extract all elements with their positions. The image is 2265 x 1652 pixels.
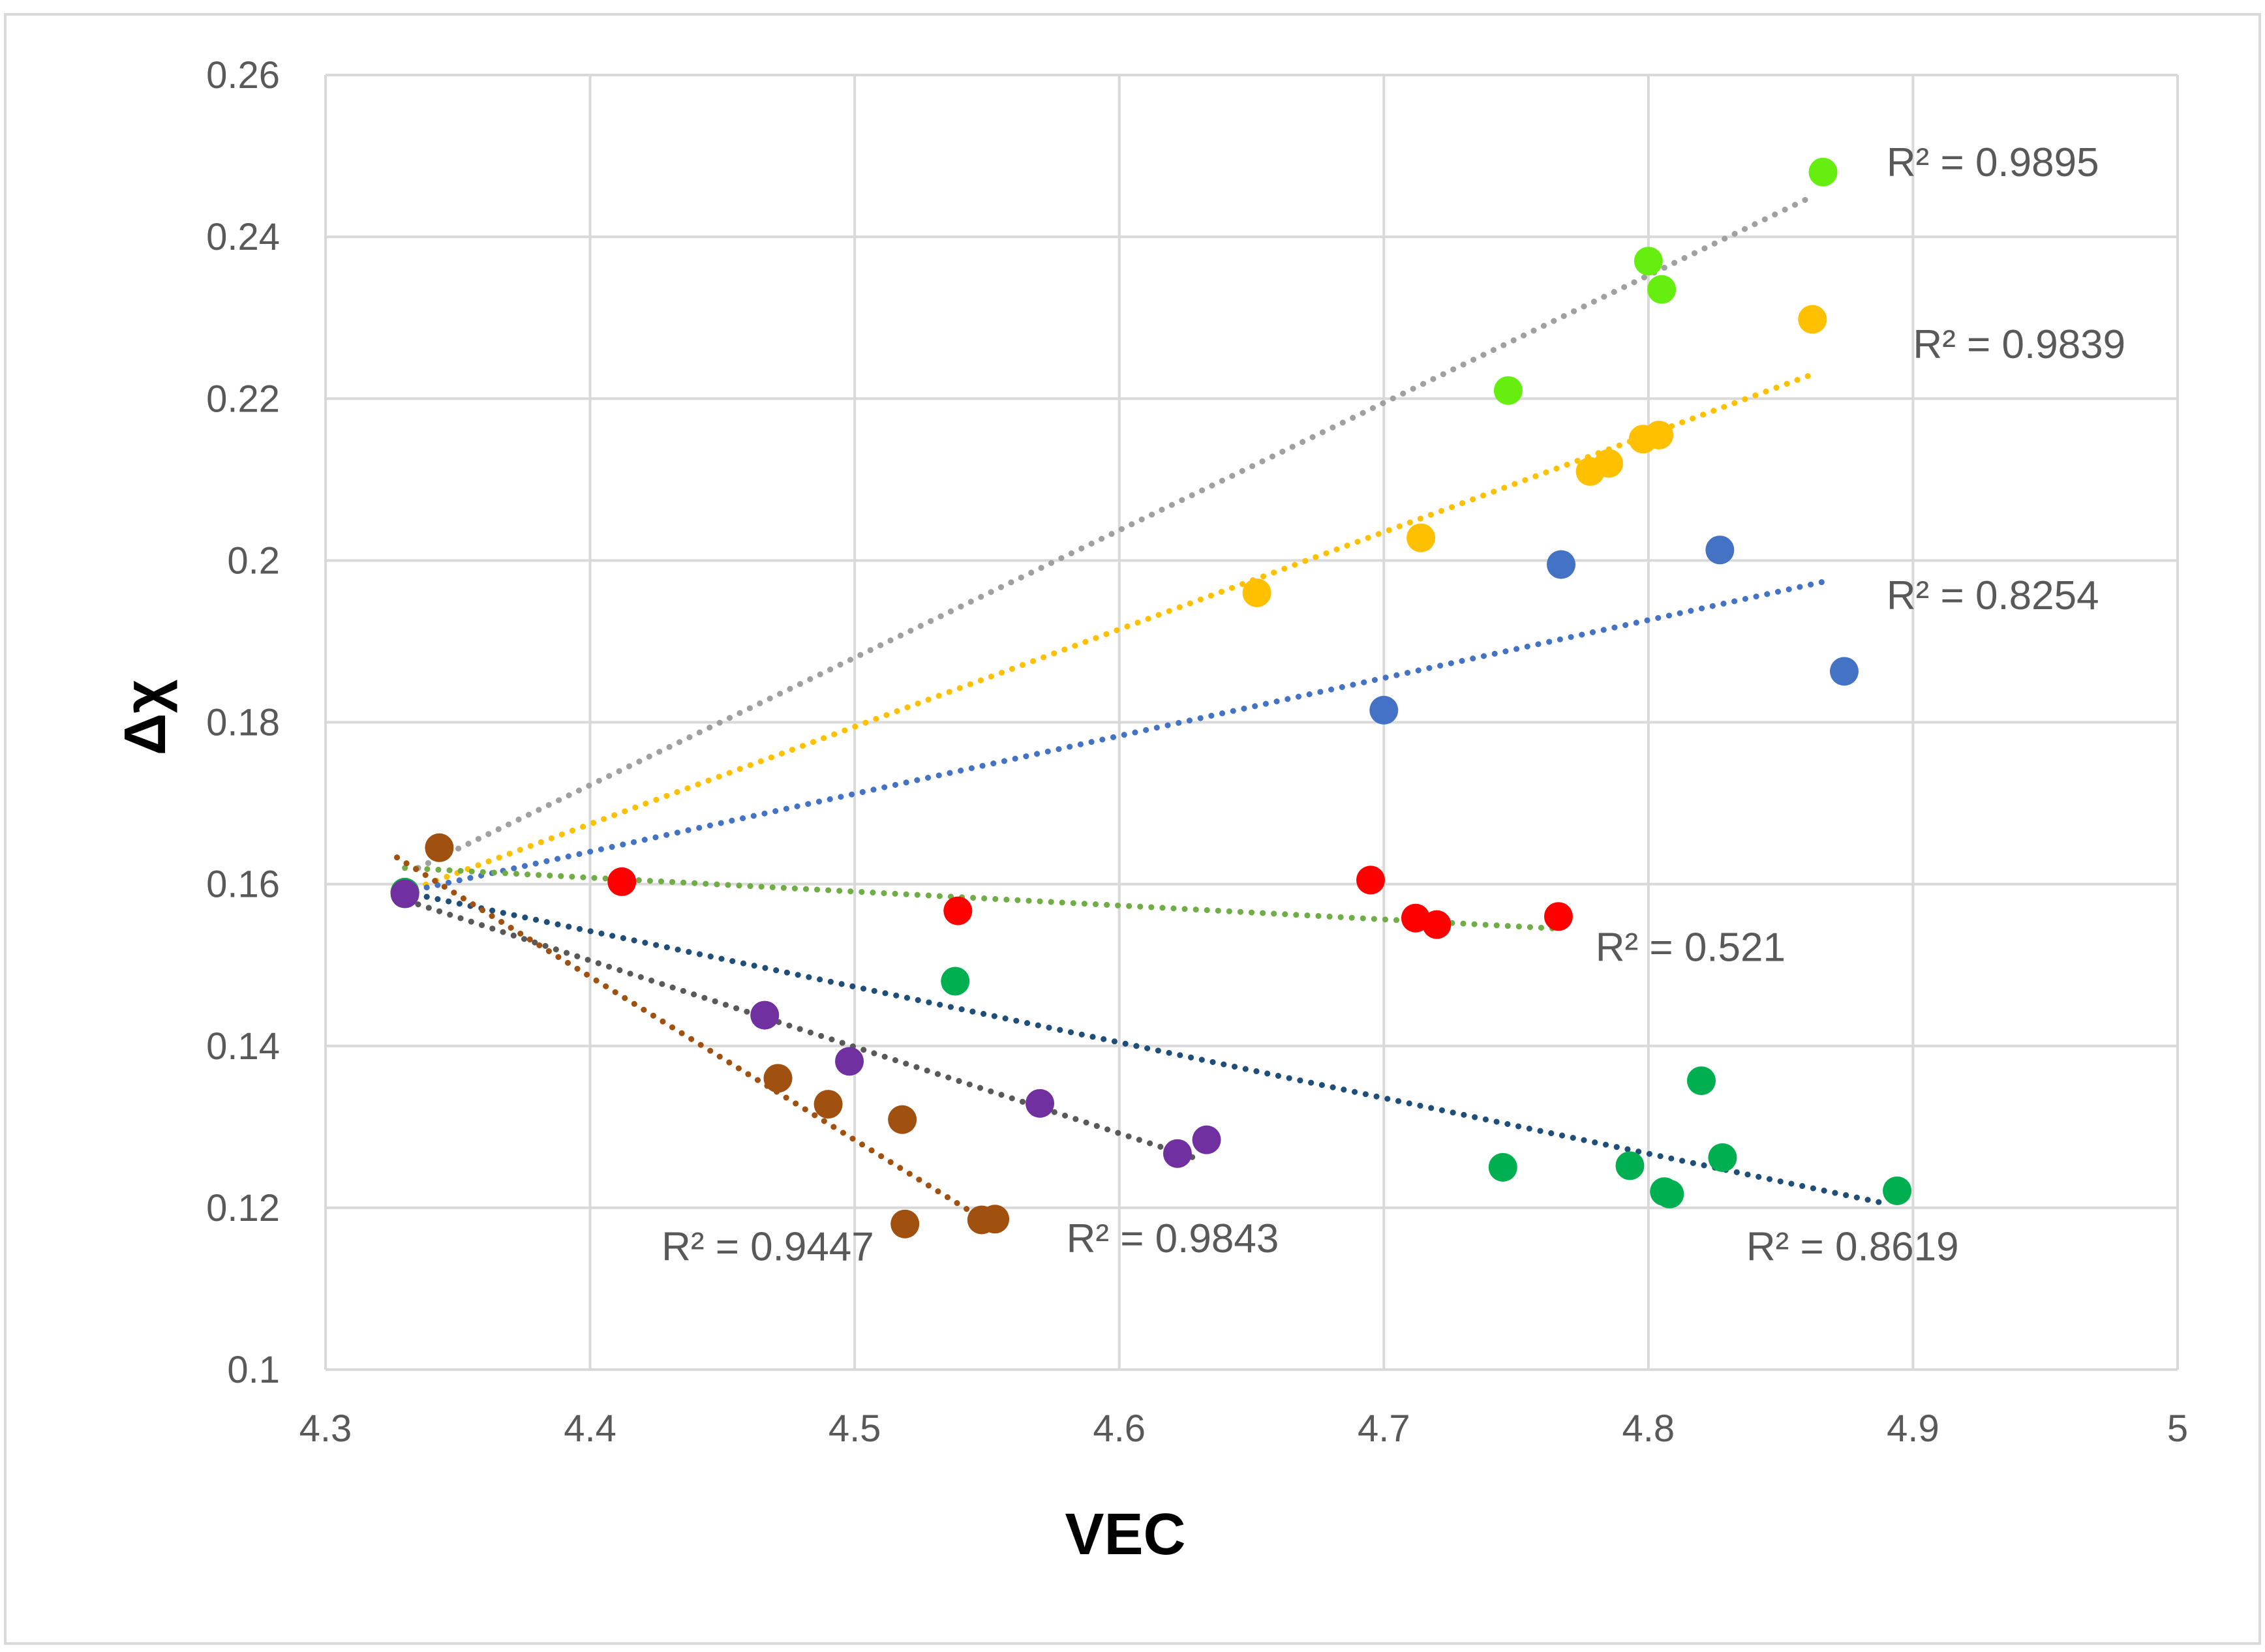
data-point	[1829, 657, 1859, 686]
data-point	[1594, 449, 1624, 478]
data-point	[1798, 305, 1827, 334]
r2-label-5: R² = 0.9843	[1067, 1216, 1279, 1261]
data-point	[390, 879, 419, 909]
data-point	[763, 1064, 793, 1093]
trendline-4	[402, 889, 1890, 1207]
trendline-1	[402, 371, 1816, 895]
y-tick-label: 0.18	[206, 702, 280, 744]
data-point	[1422, 910, 1452, 939]
data-point	[750, 1000, 780, 1030]
x-tick-label: 5	[2167, 1407, 2188, 1450]
axis-ticks: 4.3 4.4 4.5 4.6 4.7 4.8 4.9 5 0.1 0.12 0.14 0.16 0.1…	[206, 54, 2188, 1450]
trendlines	[394, 193, 1890, 1223]
x-tick-label: 4.4	[564, 1407, 616, 1450]
data-points	[390, 157, 1912, 1239]
data-point	[425, 833, 454, 862]
data-point	[943, 896, 973, 925]
r2-label-2: R² = 0.8254	[1887, 573, 2099, 618]
data-point	[1493, 376, 1523, 405]
x-tick-label: 4.9	[1887, 1407, 1939, 1450]
data-point	[890, 1209, 920, 1239]
r2-label-6: R² = 0.9447	[661, 1225, 874, 1270]
r2-labels: R² = 0.9895 R² = 0.9839 R² = 0.8254 R² = 0.…	[661, 140, 2125, 1269]
data-point	[1615, 1151, 1645, 1180]
y-tick-label: 0.14	[206, 1025, 280, 1068]
x-tick-label: 4.5	[828, 1407, 881, 1450]
data-point	[813, 1090, 843, 1119]
y-tick-label: 0.24	[206, 216, 280, 258]
data-point	[1686, 1066, 1716, 1096]
x-tick-label: 4.7	[1358, 1407, 1410, 1450]
data-point	[941, 967, 970, 996]
y-axis-title: Δχ	[113, 680, 178, 756]
data-point	[1488, 1152, 1517, 1182]
data-point	[1369, 695, 1399, 725]
data-point	[1705, 535, 1735, 565]
data-point	[1647, 275, 1677, 304]
data-point	[1808, 157, 1838, 187]
trendline-0	[415, 193, 1816, 871]
y-tick-label: 0.22	[206, 378, 280, 420]
data-point	[1634, 247, 1663, 276]
r2-label-3: R² = 0.521	[1596, 925, 1786, 970]
y-tick-label: 0.2	[227, 539, 280, 582]
data-point	[1026, 1089, 1055, 1118]
x-tick-label: 4.3	[299, 1407, 352, 1450]
data-point	[1883, 1176, 1912, 1205]
data-point	[1192, 1125, 1221, 1154]
y-tick-label: 0.12	[206, 1187, 280, 1229]
data-point	[1708, 1143, 1737, 1172]
r2-label-1: R² = 0.9839	[1913, 322, 2125, 367]
x-tick-label: 4.8	[1622, 1407, 1675, 1450]
trendline-2	[402, 577, 1832, 895]
y-tick-label: 0.16	[206, 864, 280, 906]
y-tick-label: 0.1	[227, 1349, 280, 1391]
r2-label-0: R² = 0.9895	[1887, 140, 2099, 185]
data-point	[835, 1047, 864, 1076]
trendline-6	[394, 854, 988, 1223]
data-point	[888, 1105, 917, 1134]
r2-label-4: R² = 0.8619	[1746, 1225, 1959, 1270]
chart-border	[4, 13, 2261, 1645]
data-point	[980, 1205, 1010, 1234]
data-point	[1163, 1139, 1192, 1168]
data-point	[1242, 578, 1271, 607]
data-point	[1406, 523, 1436, 552]
y-tick-label: 0.26	[206, 54, 280, 97]
x-axis-title: VEC	[1065, 1502, 1185, 1567]
data-point	[607, 867, 637, 896]
trendline-5	[415, 901, 1202, 1162]
trendline-3	[402, 865, 1562, 932]
data-point	[1356, 865, 1386, 895]
x-tick-label: 4.6	[1093, 1407, 1146, 1450]
data-point	[1655, 1179, 1684, 1209]
data-point	[1547, 550, 1576, 579]
data-point	[1543, 902, 1573, 931]
data-point	[1645, 421, 1674, 450]
